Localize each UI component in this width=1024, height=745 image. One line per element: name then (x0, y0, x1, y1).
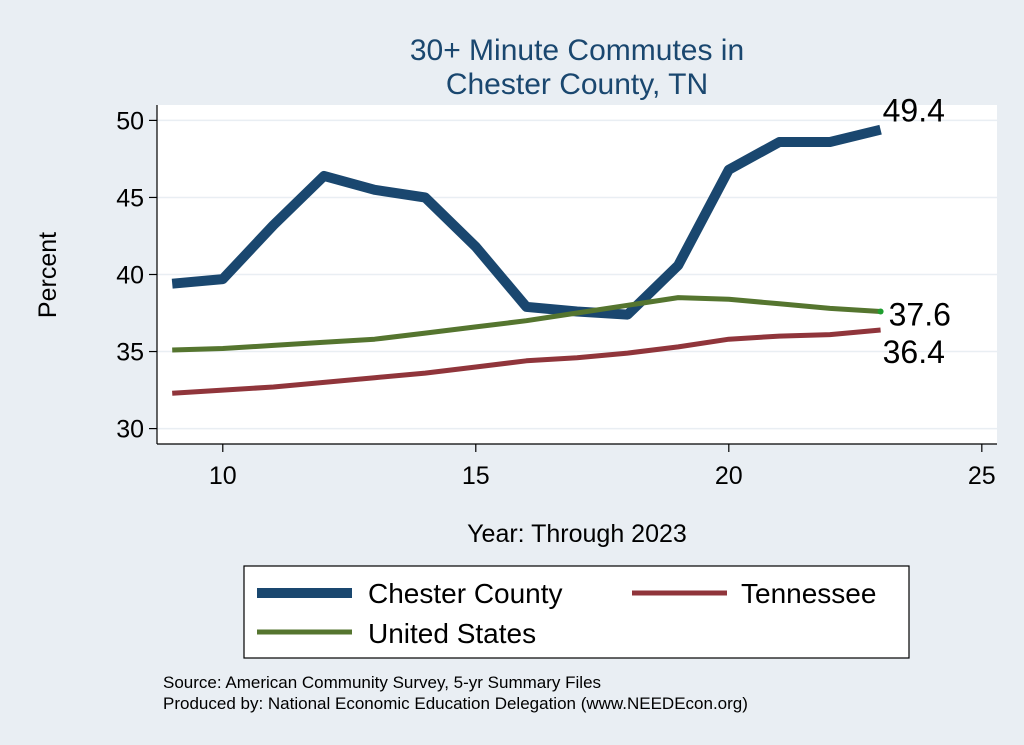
axes: 30 35 40 45 50 10 15 20 25 (116, 105, 997, 490)
legend-label-tennessee: Tennessee (741, 578, 876, 609)
y-tick-label: 40 (116, 262, 144, 290)
legend: Chester County Tennessee United States (243, 565, 910, 659)
legend-label-chester-county: Chester County (368, 578, 563, 609)
y-tick-label: 35 (116, 339, 144, 367)
end-labels: 49.4 36.437.6 (883, 93, 951, 370)
series-line-united-states (172, 295, 881, 353)
y-tick-label: 30 (116, 416, 144, 444)
end-label-chester-county: 49.4 (883, 93, 945, 129)
chart-title-line-1: 30+ Minute Commutes in (410, 34, 744, 67)
series-line-chester-county (171, 124, 882, 320)
x-axis-label: Year: Through 2023 (467, 520, 687, 548)
end-label-united-states: 37.6 (889, 296, 951, 332)
legend-label-united-states: United States (368, 618, 536, 649)
y-axis-label: Percent (34, 232, 62, 318)
source-note: Source: American Community Survey, 5-yr … (163, 673, 601, 692)
x-tick-label: 20 (715, 462, 743, 490)
y-tick-label: 50 (116, 107, 144, 135)
end-label-tennessee: 36.4 (883, 334, 945, 370)
series-line-tennessee (172, 327, 881, 396)
legend-box (243, 565, 910, 659)
produced-by-note: Produced by: National Economic Education… (163, 694, 748, 713)
series-lines (171, 124, 884, 396)
chart-title-line-2: Chester County, TN (446, 68, 708, 101)
series-end-marker-united-states (877, 308, 884, 315)
x-tick-label: 10 (209, 462, 237, 490)
x-tick-label: 15 (462, 462, 490, 490)
x-tick-label: 25 (968, 462, 996, 490)
y-tick-label: 45 (116, 184, 144, 212)
